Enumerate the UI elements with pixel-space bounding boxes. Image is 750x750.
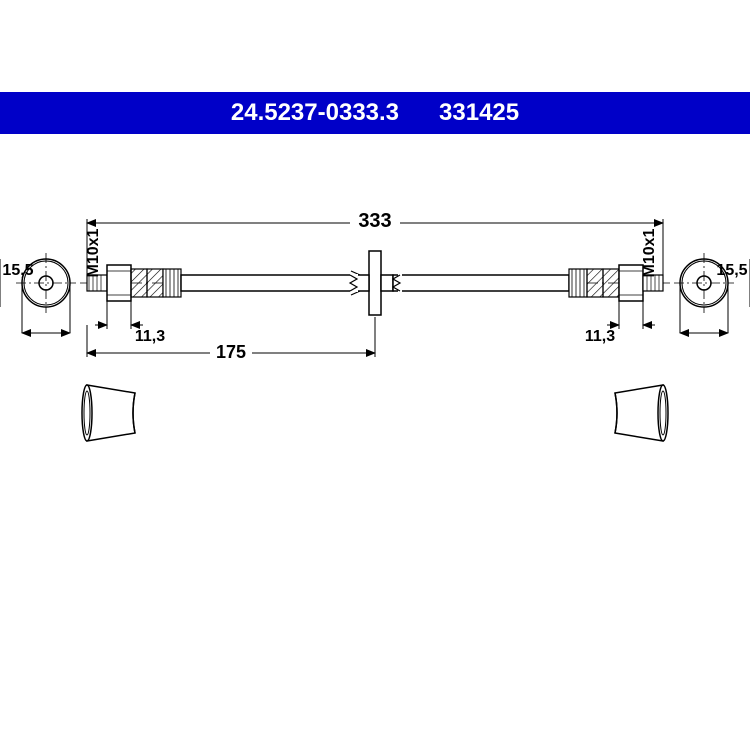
dim-partial: 175 (216, 342, 246, 362)
part-number: 24.5237-0333.3 (231, 99, 399, 127)
side-view (80, 251, 670, 315)
right-perspective (615, 385, 668, 441)
technical-diagram: 15,5 15,5 (0, 175, 750, 575)
left-end-view: 15,5 (0, 253, 76, 333)
flats-left: 11,3 (135, 328, 165, 345)
right-end-dia: 15,5 (716, 262, 747, 279)
left-perspective (82, 385, 135, 441)
flats-right: 11,3 (585, 328, 615, 345)
dim-overall: 333 (358, 210, 391, 232)
right-end-view: 15,5 (674, 253, 750, 333)
thread-right: M10x1 (641, 228, 658, 277)
thread-left: M10x1 (85, 228, 102, 277)
header-band: 24.5237-0333.3 331425 (0, 92, 750, 134)
left-end-dia: 15,5 (2, 262, 33, 279)
part-code: 331425 (439, 99, 519, 127)
